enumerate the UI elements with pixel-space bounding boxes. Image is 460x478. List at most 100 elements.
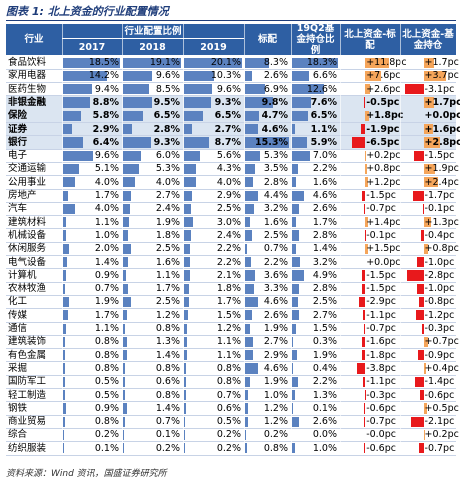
value: -0.1pc bbox=[366, 229, 396, 241]
bar bbox=[184, 243, 191, 254]
value: 2.4% bbox=[216, 229, 241, 241]
value: 3.2% bbox=[312, 256, 337, 268]
value: +2.8pc bbox=[424, 136, 460, 148]
bar bbox=[357, 363, 366, 374]
bar bbox=[359, 296, 366, 308]
bar bbox=[123, 190, 132, 201]
value: 1.9% bbox=[155, 216, 180, 228]
bar bbox=[184, 150, 201, 161]
value: -0.0pc bbox=[366, 429, 396, 441]
bar bbox=[292, 97, 312, 108]
value: 2.9% bbox=[92, 123, 119, 135]
title-rule bbox=[6, 20, 456, 21]
value: 0.7% bbox=[216, 389, 241, 401]
industry: 传媒 bbox=[8, 309, 28, 321]
bar bbox=[292, 390, 296, 401]
value: 5.3% bbox=[263, 150, 288, 162]
bar bbox=[361, 336, 366, 348]
value: 0.6% bbox=[216, 402, 241, 414]
industry: 轻工制造 bbox=[8, 389, 47, 401]
value: 2.6% bbox=[263, 70, 288, 82]
bar bbox=[418, 296, 424, 308]
bar bbox=[63, 310, 69, 321]
bar bbox=[63, 429, 64, 441]
bar bbox=[423, 336, 428, 348]
bar bbox=[123, 217, 129, 228]
bar bbox=[245, 323, 251, 334]
value: 3.5% bbox=[263, 163, 288, 175]
value: +1.8pc bbox=[366, 110, 404, 122]
value: 2.2% bbox=[312, 163, 337, 175]
bar bbox=[365, 70, 381, 82]
bar bbox=[123, 84, 149, 95]
value: 2.5% bbox=[155, 243, 180, 255]
bar bbox=[123, 443, 124, 454]
bar bbox=[184, 296, 189, 308]
value: -0.3pc bbox=[424, 323, 455, 334]
bar bbox=[364, 390, 366, 401]
value: 2.1% bbox=[216, 269, 241, 281]
bar bbox=[245, 137, 289, 148]
bar bbox=[184, 137, 210, 148]
bar bbox=[123, 390, 126, 401]
value: 2.6% bbox=[312, 203, 337, 215]
bar bbox=[184, 97, 211, 108]
bar bbox=[362, 283, 366, 294]
value: 2.6% bbox=[263, 309, 288, 321]
value: -0.6pc bbox=[424, 389, 455, 401]
value: 0.8% bbox=[155, 323, 180, 334]
bar bbox=[245, 203, 255, 215]
bar bbox=[245, 283, 255, 294]
bar bbox=[414, 150, 424, 161]
value: 4.6% bbox=[263, 362, 288, 374]
bar bbox=[245, 70, 253, 82]
bar bbox=[423, 177, 439, 188]
bar bbox=[361, 124, 366, 135]
bar bbox=[421, 230, 424, 241]
industry: 国防军工 bbox=[8, 376, 47, 388]
value: -1.1pc bbox=[366, 309, 396, 321]
value: 1.7% bbox=[94, 190, 119, 201]
value: -0.6pc bbox=[366, 402, 396, 414]
bar bbox=[184, 163, 197, 175]
value: 6.9% bbox=[263, 83, 288, 95]
bar bbox=[63, 230, 67, 241]
value: 4.3% bbox=[216, 163, 241, 175]
bar bbox=[245, 177, 254, 188]
industry: 机械设备 bbox=[8, 229, 47, 241]
value: +1.5pc bbox=[366, 243, 401, 255]
row-rule bbox=[6, 68, 456, 70]
value: 4.0% bbox=[94, 176, 119, 188]
bar bbox=[292, 163, 298, 175]
bar bbox=[63, 243, 70, 254]
value: 2.7% bbox=[312, 309, 337, 321]
bar bbox=[123, 310, 127, 321]
value: 6.6% bbox=[312, 70, 337, 82]
bar bbox=[123, 70, 153, 82]
value: 2.2% bbox=[216, 243, 241, 255]
column-rule bbox=[122, 24, 123, 455]
bar bbox=[292, 257, 301, 268]
bar bbox=[364, 97, 366, 108]
bar bbox=[365, 57, 390, 68]
value: 0.6% bbox=[155, 376, 180, 388]
industry: 钢铁 bbox=[8, 402, 28, 414]
bar bbox=[351, 137, 366, 148]
value: 0.8% bbox=[94, 416, 119, 428]
column-rule bbox=[62, 24, 63, 455]
bar bbox=[245, 429, 246, 441]
bar bbox=[123, 296, 131, 308]
bar bbox=[184, 363, 187, 374]
column-rule bbox=[340, 24, 341, 455]
bar bbox=[123, 57, 181, 68]
bar bbox=[416, 310, 424, 321]
value: 0.8% bbox=[216, 376, 241, 388]
value: -0.5pc bbox=[366, 96, 400, 108]
bar bbox=[184, 57, 242, 68]
value: 1.1% bbox=[216, 349, 241, 361]
value: +1.6pc bbox=[424, 123, 460, 135]
bar bbox=[123, 416, 126, 427]
value: 9.8% bbox=[261, 96, 288, 108]
value: +0.2pc bbox=[424, 429, 459, 441]
bar bbox=[63, 350, 66, 361]
